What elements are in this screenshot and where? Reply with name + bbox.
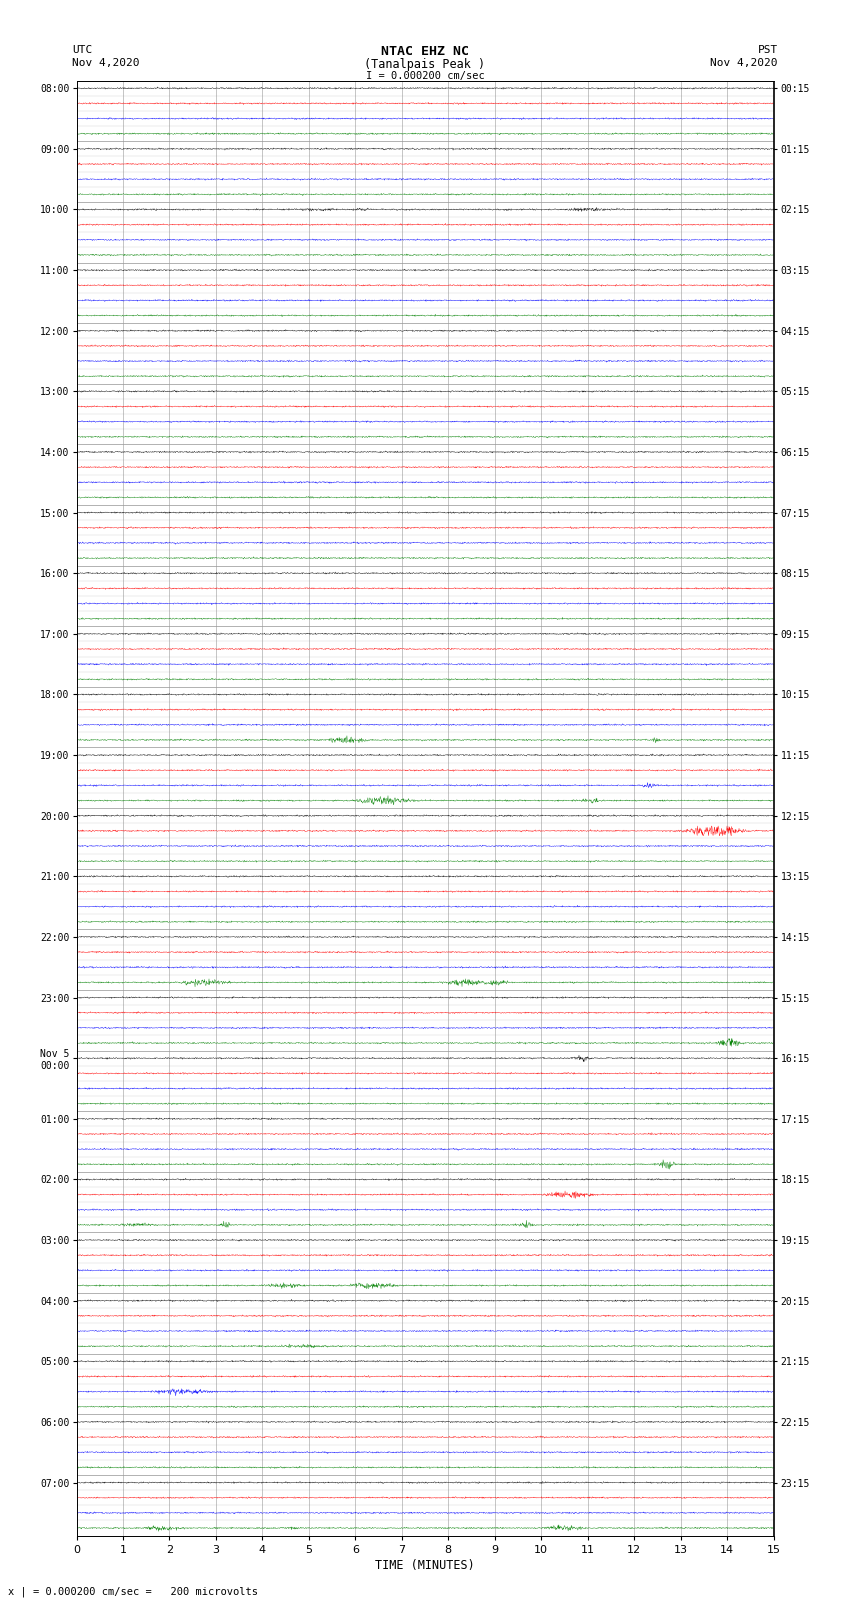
Text: x | = 0.000200 cm/sec =   200 microvolts: x | = 0.000200 cm/sec = 200 microvolts xyxy=(8,1586,258,1597)
Text: UTC: UTC xyxy=(72,45,93,55)
Text: Nov 4,2020: Nov 4,2020 xyxy=(711,58,778,68)
Text: (Tanalpais Peak ): (Tanalpais Peak ) xyxy=(365,58,485,71)
Text: NTAC EHZ NC: NTAC EHZ NC xyxy=(381,45,469,58)
Text: PST: PST xyxy=(757,45,778,55)
Text: Nov 4,2020: Nov 4,2020 xyxy=(72,58,139,68)
X-axis label: TIME (MINUTES): TIME (MINUTES) xyxy=(375,1558,475,1571)
Text: I = 0.000200 cm/sec: I = 0.000200 cm/sec xyxy=(366,71,484,81)
